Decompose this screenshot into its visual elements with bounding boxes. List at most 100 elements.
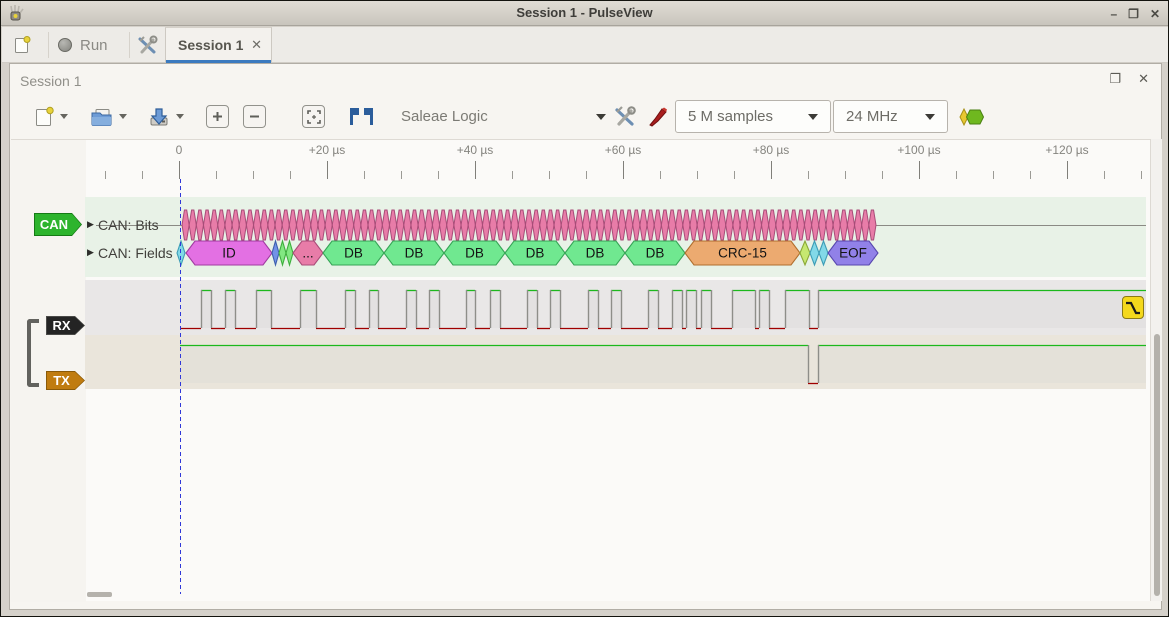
sample-rate-select[interactable]: 24 MHz	[833, 100, 948, 133]
zoom-out-button[interactable]	[243, 94, 266, 139]
sample-rate-arrow	[925, 113, 935, 120]
decoder-bit	[574, 209, 584, 241]
configure-device-button[interactable]	[612, 94, 637, 139]
vertical-scrollbar[interactable]	[1150, 139, 1162, 601]
run-button[interactable]: Run	[58, 31, 108, 59]
decoder-bit	[832, 209, 841, 241]
horizontal-scrollbar-handle[interactable]	[87, 592, 112, 597]
wave-fill	[686, 291, 696, 328]
save-dropdown-arrow[interactable]	[176, 114, 184, 119]
decoder-bit	[331, 209, 340, 241]
maximize-button[interactable]: ❐	[1128, 6, 1139, 21]
close-session-button[interactable]: ✕	[1138, 71, 1149, 86]
zoom-fit-icon	[306, 109, 321, 124]
wave-fill	[611, 291, 621, 328]
decoder-bit	[782, 209, 791, 241]
decoder-bit	[202, 209, 212, 241]
decoder-bit	[338, 209, 348, 241]
decoder-bit	[796, 209, 805, 241]
decoder-field-label: ...	[302, 246, 313, 261]
decoder-bit	[668, 209, 677, 241]
trigger-settings-button[interactable]	[348, 94, 375, 139]
tools-icon	[138, 35, 158, 53]
wave-fill	[345, 291, 355, 328]
decoder-bit	[646, 209, 655, 241]
decoder-bit	[761, 209, 770, 241]
decoder-bit	[210, 209, 219, 241]
add-decoder-button[interactable]	[958, 94, 986, 139]
wave-fill	[256, 291, 271, 328]
zoom-out-icon	[250, 115, 259, 118]
decoder-bit	[353, 209, 362, 241]
float-window-button[interactable]: ❐	[1109, 71, 1122, 86]
ruler-label: +100 µs	[897, 143, 941, 157]
decoder-field	[285, 239, 294, 267]
close-button[interactable]: ✕	[1149, 6, 1160, 21]
new-session-icon	[15, 36, 31, 53]
zoom-in-button[interactable]	[206, 94, 229, 139]
wave-fill	[527, 291, 537, 328]
decoder-bit	[238, 209, 247, 241]
decoder-field-label: EOF	[839, 246, 867, 261]
decoder-field-label: CRC-15	[718, 246, 767, 261]
decoder-bit	[775, 209, 784, 241]
new-file-button[interactable]	[34, 94, 68, 139]
channel-tag-tx[interactable]: TX	[46, 371, 85, 390]
decoder-tag-can[interactable]: CAN	[34, 213, 82, 236]
decoder-bit	[746, 209, 755, 241]
device-dropdown-arrow	[596, 113, 606, 120]
run-label: Run	[80, 36, 108, 54]
decoder-field	[799, 239, 811, 267]
new-file-icon	[36, 106, 54, 126]
decoder-bit	[553, 209, 562, 241]
title-bar[interactable]: Session 1 - PulseView – ❐ ✕	[1, 1, 1168, 26]
decoder-bit	[510, 209, 519, 241]
decoder-bit	[245, 209, 255, 241]
wave-fill	[429, 291, 439, 328]
expander-fields[interactable]: ▶	[87, 247, 94, 257]
decoder-field-label: DB	[465, 246, 484, 261]
decoder-bit	[496, 209, 505, 241]
probe-icon	[649, 107, 667, 127]
decoder-bit	[467, 209, 476, 241]
channel-group-bracket[interactable]	[27, 319, 39, 387]
new-session-button[interactable]	[13, 27, 32, 63]
settings-button[interactable]	[136, 27, 159, 63]
decoder-bit	[789, 209, 798, 241]
expander-bits[interactable]: ▶	[87, 219, 94, 229]
tab-label: Session 1	[178, 37, 244, 53]
trace-view[interactable]: 0 +20 µs +40 µs +60 µs +80 µs +100 µs +120 µs …	[11, 139, 1150, 602]
wave-fill	[701, 291, 711, 328]
decoder-bit	[710, 209, 720, 241]
main-toolbar: Run Session 1 ✕	[2, 27, 1168, 63]
trace-canvas[interactable]: ID... DB DB DB DB DB DB CRC-15 EOF	[11, 141, 1148, 602]
decoder-field-label: DB	[405, 246, 424, 261]
decoder-field	[827, 240, 879, 266]
wave-fill	[490, 291, 500, 328]
save-file-button[interactable]	[148, 94, 184, 139]
decoder-bit	[653, 209, 662, 241]
channels-button[interactable]	[646, 94, 670, 139]
vertical-scrollbar-handle[interactable]	[1154, 334, 1160, 596]
decoder-bit	[846, 209, 856, 241]
decoder-bit	[453, 209, 462, 241]
new-file-dropdown-arrow[interactable]	[60, 114, 68, 119]
tab-close-icon[interactable]: ✕	[251, 37, 262, 52]
decoder-field	[818, 239, 829, 267]
device-selector[interactable]: Saleae Logic	[401, 94, 606, 139]
decoder-bit	[596, 209, 605, 241]
trigger-marker-falling-edge[interactable]	[1122, 296, 1144, 319]
decoder-bit	[524, 209, 534, 241]
sample-count-select[interactable]: 5 M samples	[675, 100, 831, 133]
channel-tag-rx[interactable]: RX	[46, 316, 85, 335]
decoder-bit	[639, 209, 648, 241]
tab-session-1[interactable]: Session 1 ✕	[165, 27, 272, 63]
toolbar-separator	[129, 32, 130, 58]
minimize-button[interactable]: –	[1110, 6, 1118, 21]
wave-fill	[225, 291, 235, 328]
open-file-button[interactable]	[90, 94, 127, 139]
open-dropdown-arrow[interactable]	[119, 114, 127, 119]
open-folder-icon	[91, 108, 112, 126]
zoom-fit-button[interactable]	[302, 94, 325, 139]
app-logo-icon	[7, 4, 25, 27]
